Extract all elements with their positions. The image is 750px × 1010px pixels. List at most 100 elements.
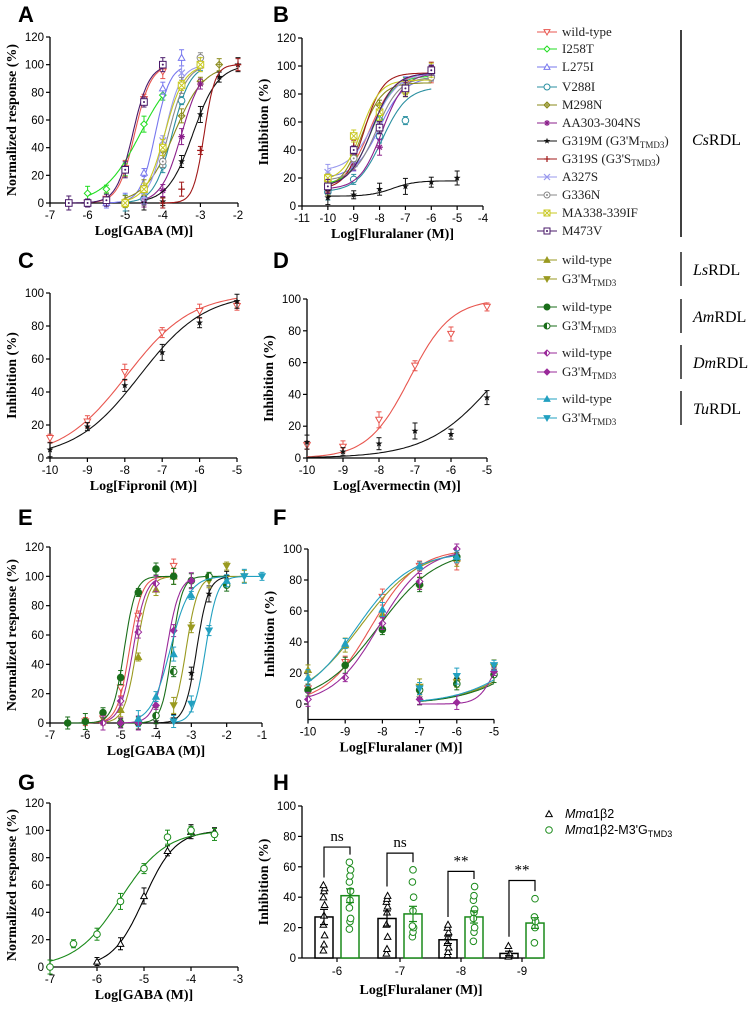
triangle-up-marker <box>378 605 387 613</box>
data-point <box>470 891 478 900</box>
y-tick-label: 80 <box>31 853 44 865</box>
legend-item: G319S (G3'STMD3) <box>537 151 660 168</box>
legend-label-italic: Mm <box>565 807 586 821</box>
y-tick-label: 0 <box>38 718 44 730</box>
fit-curve <box>155 576 227 724</box>
star-marker <box>205 590 213 597</box>
data-point <box>530 939 539 947</box>
y-tick-label: 60 <box>31 115 44 127</box>
data-point <box>324 182 332 191</box>
fit-curve <box>102 576 174 723</box>
x-tick-label: -10 <box>300 727 317 739</box>
data-point <box>63 719 72 727</box>
square-dot <box>105 199 108 202</box>
fit-curve <box>49 297 238 445</box>
fit-curve <box>87 68 164 204</box>
x-tick-label: -6 <box>332 966 342 978</box>
star-marker <box>483 393 491 401</box>
group-label-text: RDL <box>709 132 741 149</box>
legend-label: L275I <box>562 59 594 74</box>
data-point <box>116 705 125 713</box>
diamond-marker <box>543 45 551 53</box>
data-point <box>116 939 125 947</box>
circle-marker <box>81 717 90 726</box>
series <box>83 64 167 208</box>
panel-label: D <box>273 248 289 273</box>
y-axis-label: Normalized response (%) <box>5 44 20 196</box>
triangle-up-marker <box>92 957 102 965</box>
triangle-up-marker <box>319 946 328 954</box>
y-tick-label: 20 <box>31 935 44 947</box>
square-dot <box>124 168 127 171</box>
series <box>303 390 491 458</box>
star-marker <box>178 133 185 140</box>
triangle-up-marker <box>187 591 196 599</box>
diamond-half-fill <box>117 697 121 705</box>
y-axis-label: Inhibition (%) <box>263 591 278 678</box>
x-tick-label: -6 <box>82 210 92 222</box>
y-tick-label: 40 <box>283 892 296 904</box>
data-point <box>99 708 107 717</box>
x-axis-label: Log[GABA (M)] <box>95 224 193 239</box>
legend-label-text: L275I <box>562 59 594 74</box>
y-tick-label: 100 <box>25 825 44 837</box>
star-marker <box>178 157 186 165</box>
x-tick-label: -4 <box>478 213 489 225</box>
data-point <box>159 60 167 69</box>
data-point <box>178 157 186 165</box>
legend-label-subscript: TMD3 <box>592 371 617 381</box>
data-point <box>169 718 178 726</box>
legend-label-text: G3'M <box>562 364 592 379</box>
data-point <box>470 923 479 932</box>
circle-marker <box>345 878 354 886</box>
data-point <box>121 199 130 207</box>
x-tick-label: -6 <box>446 465 456 477</box>
data-point <box>151 579 161 588</box>
triangle-up-marker <box>139 891 149 900</box>
fit-curve <box>327 73 432 189</box>
circle-marker <box>409 866 417 874</box>
x-line <box>324 174 332 182</box>
y-tick-label: 0 <box>295 453 301 465</box>
triangle-down-marker <box>169 562 178 571</box>
legend-item: wild-type <box>537 299 612 314</box>
legend-label: MA338-339IF <box>562 205 638 220</box>
legend-item: I258T <box>537 41 594 56</box>
legend-label-text: A327S <box>562 169 598 184</box>
circle-marker <box>345 904 354 912</box>
triangle-up-marker <box>134 714 143 722</box>
y-tick-label: 60 <box>283 117 296 129</box>
series <box>324 170 461 206</box>
data-point <box>452 672 461 681</box>
x-tick-label: -8 <box>456 966 466 978</box>
y-tick-label: 0 <box>38 198 44 210</box>
square-dot <box>67 202 70 204</box>
legend-label-subscript: TMD3 <box>592 417 617 427</box>
triangle-down-marker <box>489 662 499 670</box>
data-point <box>178 185 185 193</box>
triangle-up-marker <box>177 53 186 61</box>
star-marker <box>215 73 223 81</box>
x-axis-label: Log[GABA (M)] <box>95 988 193 1003</box>
triangle-up-marker <box>139 168 149 176</box>
data-point <box>383 891 392 899</box>
series <box>324 64 436 194</box>
circle-marker <box>169 572 178 581</box>
star-marker <box>303 438 311 446</box>
panel-label: C <box>18 248 34 273</box>
y-tick-label: 40 <box>31 143 44 155</box>
fit-curve <box>327 180 458 197</box>
data-point <box>303 673 313 681</box>
triangle-down-marker <box>158 329 167 337</box>
triangle-up-marker <box>444 943 453 951</box>
data-point <box>98 718 108 728</box>
legend-label: G3'MTMD3 <box>562 318 617 335</box>
y-tick-label: 60 <box>31 880 44 892</box>
data-point <box>139 891 149 900</box>
data-point <box>319 880 328 889</box>
legend-group-dmrdl: wild-type G3'MTMD3 DmRDL <box>537 345 748 381</box>
significance-bracket <box>447 870 475 917</box>
circle-marker <box>134 588 143 597</box>
y-tick-label: 120 <box>277 33 296 45</box>
